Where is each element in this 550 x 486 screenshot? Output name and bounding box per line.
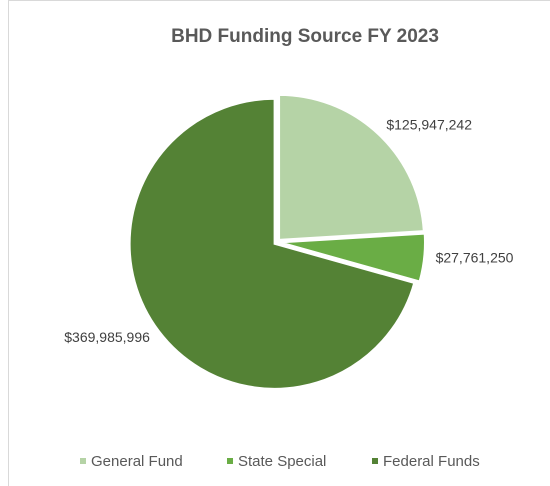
chart-border: [8, 0, 550, 486]
data-label: $125,947,242: [386, 117, 472, 133]
chart-title: BHD Funding Source FY 2023: [171, 26, 439, 47]
pie-slice: [278, 93, 425, 241]
legend-label: General Fund: [91, 453, 183, 470]
data-label: $27,761,250: [436, 250, 514, 266]
data-label: $369,985,996: [64, 329, 150, 345]
legend-label: Federal Funds: [383, 453, 480, 470]
legend-swatch: [372, 458, 378, 464]
legend-swatch: [227, 458, 233, 464]
pie-slice: [128, 97, 416, 390]
legend-swatch: [80, 458, 86, 464]
pie-slice: [279, 232, 426, 283]
legend-label: State Special: [238, 453, 326, 470]
